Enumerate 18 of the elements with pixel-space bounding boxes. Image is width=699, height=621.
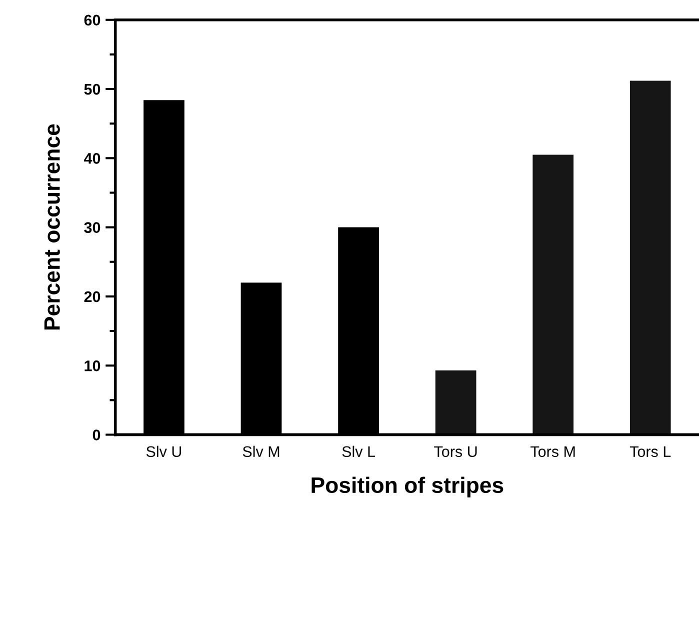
x-axis-title: Position of stripes (312, 476, 504, 498)
x-tick-label: Tors U (434, 446, 477, 458)
y-tick-label: 30 (84, 222, 100, 233)
x-tick-label: Slv U (146, 446, 182, 458)
y-tick-label: 40 (84, 153, 100, 164)
x-tick-label: Slv L (342, 446, 376, 458)
y-tick-label: 0 (92, 430, 100, 440)
bar (630, 80, 671, 435)
y-tick-label: 60 (84, 14, 100, 26)
x-tick-label: Slv M (242, 446, 280, 458)
bar (435, 370, 476, 435)
x-tick-label: Tors M (530, 446, 575, 458)
y-tick-label: 10 (84, 360, 100, 372)
y-tick-label: 50 (84, 84, 100, 95)
y-tick-label: 20 (84, 291, 100, 302)
bar (532, 154, 574, 435)
y-axis-title: Percent occurrence (44, 124, 60, 330)
x-tick-label: Tors L (630, 446, 671, 458)
